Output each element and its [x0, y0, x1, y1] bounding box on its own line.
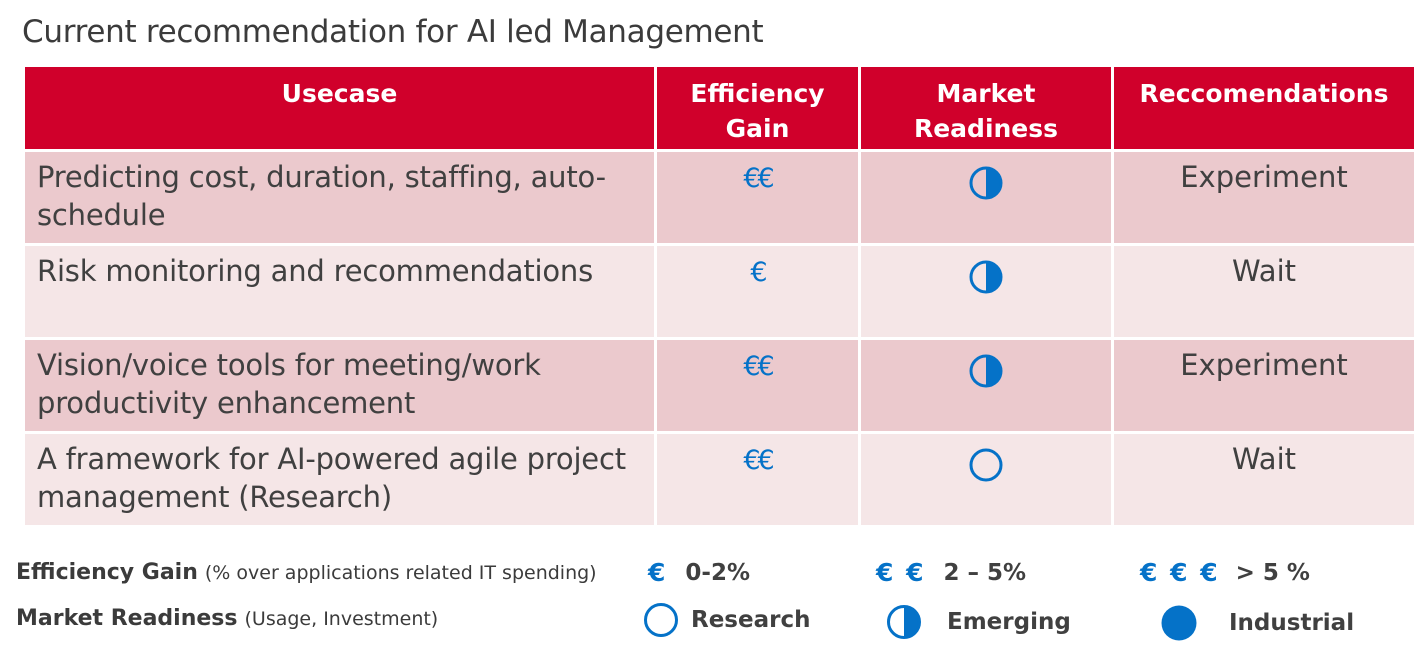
legend-readiness-emerging: Emerging [886, 604, 1071, 640]
readiness-cell [858, 149, 1114, 246]
table-row: Risk monitoring and recommendations € Wa… [22, 243, 1417, 340]
efficiency-cell: €€ [654, 149, 861, 246]
half-circle-icon [969, 166, 1003, 200]
readiness-cell [858, 431, 1114, 528]
legend-efficiency-mid: € € 2 – 5% [876, 558, 1027, 587]
header-efficiency-gain: Efficiency Gain [654, 64, 861, 152]
header-market-readiness: Market Readiness [858, 64, 1114, 152]
euro-icon: €€ [743, 445, 774, 476]
legend-efficiency-high: € € € > 5 % [1140, 558, 1310, 587]
recommendation-cell: Wait [1111, 243, 1417, 340]
legend-readiness-label: Market Readiness (Usage, Investment) [16, 606, 439, 631]
table-row: A framework for AI-powered agile project… [22, 431, 1417, 528]
header-recommendations: Reccomendations [1111, 64, 1417, 152]
euro-icon: €€ [743, 163, 774, 194]
half-circle-icon [969, 354, 1003, 388]
header-usecase: Usecase [22, 64, 657, 152]
legend-efficiency-label: Efficiency Gain (% over applications rel… [16, 560, 597, 585]
recommendation-cell: Experiment [1111, 149, 1417, 246]
usecase-cell: Vision/voice tools for meeting/work prod… [22, 337, 657, 434]
table-header-row: Usecase Efficiency Gain Market Readiness R… [22, 64, 1417, 152]
recommendation-cell: Wait [1111, 431, 1417, 528]
efficiency-cell: € [654, 243, 861, 340]
empty-circle-icon [969, 448, 1003, 482]
empty-circle-icon [644, 603, 678, 637]
full-circle-icon [1161, 605, 1197, 641]
euro-icon: € € € [1140, 558, 1220, 587]
legend-efficiency-low: € 0-2% [648, 558, 751, 587]
euro-icon: € € [876, 558, 926, 587]
table-row: Vision/voice tools for meeting/work prod… [22, 337, 1417, 434]
usecase-cell: Predicting cost, duration, staffing, aut… [22, 149, 657, 246]
usecase-cell: Risk monitoring and recommendations [22, 243, 657, 340]
efficiency-cell: €€ [654, 431, 861, 528]
recommendation-table: Usecase Efficiency Gain Market Readiness R… [22, 64, 1417, 528]
legend-readiness-industrial: Industrial [1160, 604, 1354, 642]
readiness-cell [858, 337, 1114, 434]
efficiency-cell: €€ [654, 337, 861, 434]
half-circle-icon [969, 260, 1003, 294]
page-title: Current recommendation for AI led Manage… [22, 14, 764, 50]
recommendation-cell: Experiment [1111, 337, 1417, 434]
legend-readiness-research: Research [643, 602, 810, 638]
euro-icon: € [750, 257, 767, 288]
euro-icon: € [648, 558, 668, 587]
readiness-cell [858, 243, 1114, 340]
euro-icon: €€ [743, 351, 774, 382]
half-circle-icon [887, 605, 921, 639]
usecase-cell: A framework for AI-powered agile project… [22, 431, 657, 528]
table-row: Predicting cost, duration, staffing, aut… [22, 149, 1417, 246]
legend: Efficiency Gain (% over applications rel… [0, 548, 1418, 652]
